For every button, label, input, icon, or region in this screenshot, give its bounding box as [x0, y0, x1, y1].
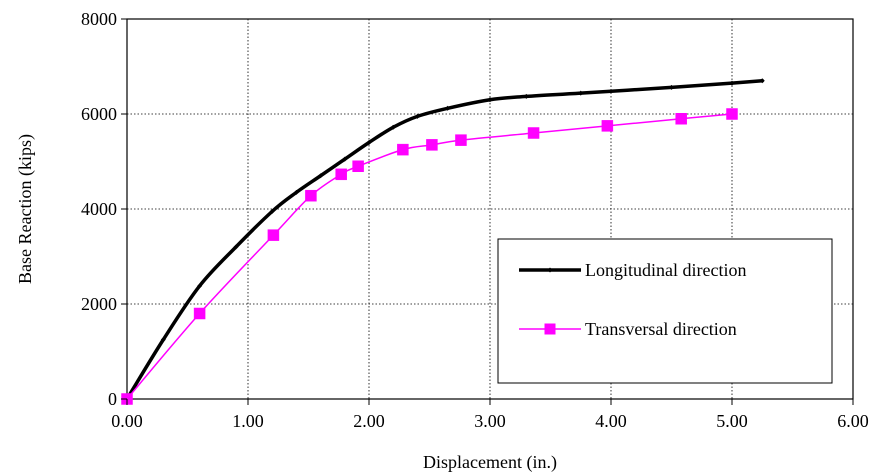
data-point-longitudinal-direction	[669, 84, 674, 90]
grid	[127, 19, 853, 399]
legend-swatch-marker-longitudinal-direction	[547, 267, 553, 273]
x-tick-label: 5.00	[716, 411, 748, 431]
y-tick-label: 8000	[81, 9, 117, 29]
y-tick-label: 6000	[81, 104, 117, 124]
x-tick-label: 4.00	[595, 411, 627, 431]
x-tick-label: 0.00	[111, 411, 143, 431]
data-point-transversal-direction	[193, 307, 206, 320]
series-layer	[121, 78, 765, 405]
data-point-longitudinal-direction	[233, 244, 239, 250]
legend-label-longitudinal-direction: Longitudinal direction	[585, 260, 746, 280]
data-point-longitudinal-direction	[578, 90, 584, 96]
data-point-transversal-direction	[726, 108, 738, 120]
x-axis-title: Displacement (in.)	[423, 452, 557, 473]
x-tick-label: 1.00	[232, 411, 264, 431]
data-point-transversal-direction	[527, 127, 540, 139]
axis-ticks: 0.00 1.00 2.00 3.00 4.00 5.00 6.00 0 2000 4000 600…	[81, 9, 869, 431]
data-point-longitudinal-direction	[366, 140, 372, 145]
data-point-transversal-direction	[397, 143, 409, 156]
legend: Longitudinal direction Transversal direct…	[497, 238, 833, 384]
data-point-longitudinal-direction	[197, 283, 203, 289]
data-point-longitudinal-direction	[759, 78, 765, 84]
data-point-transversal-direction	[601, 120, 614, 132]
data-point-longitudinal-direction	[318, 173, 324, 179]
data-point-longitudinal-direction	[414, 113, 420, 119]
data-point-longitudinal-direction	[445, 105, 451, 111]
y-axis-title: Base Reaction (kips)	[15, 134, 36, 284]
legend-box	[497, 238, 833, 384]
data-point-longitudinal-direction	[269, 208, 275, 214]
legend-items: Longitudinal direction Transversal direct…	[519, 260, 746, 339]
data-point-transversal-direction	[267, 229, 280, 241]
data-point-longitudinal-direction	[729, 80, 735, 86]
data-point-transversal-direction	[352, 160, 364, 172]
series-line-longitudinal-direction	[125, 79, 764, 401]
y-tick-label: 0	[108, 389, 117, 409]
data-point-transversal-direction	[455, 134, 467, 146]
data-point-longitudinal-direction	[293, 189, 299, 195]
data-point-longitudinal-direction	[160, 337, 166, 343]
x-tick-label: 2.00	[353, 411, 385, 431]
data-point-longitudinal-direction	[390, 124, 396, 130]
data-point-longitudinal-direction	[487, 97, 493, 103]
data-point-transversal-direction	[335, 168, 347, 181]
data-point-longitudinal-direction	[342, 156, 348, 162]
data-point-transversal-direction	[426, 139, 438, 151]
y-tick-label: 2000	[81, 294, 117, 314]
x-tick-label: 3.00	[474, 411, 506, 431]
x-tick-label: 6.00	[837, 411, 869, 431]
y-tick-label: 4000	[81, 199, 117, 219]
data-point-transversal-direction	[675, 113, 687, 125]
legend-label-transversal-direction: Transversal direction	[585, 319, 737, 339]
data-point-longitudinal-direction	[523, 93, 529, 99]
legend-swatch-marker-transversal-direction	[544, 323, 556, 335]
data-point-transversal-direction	[305, 189, 317, 202]
